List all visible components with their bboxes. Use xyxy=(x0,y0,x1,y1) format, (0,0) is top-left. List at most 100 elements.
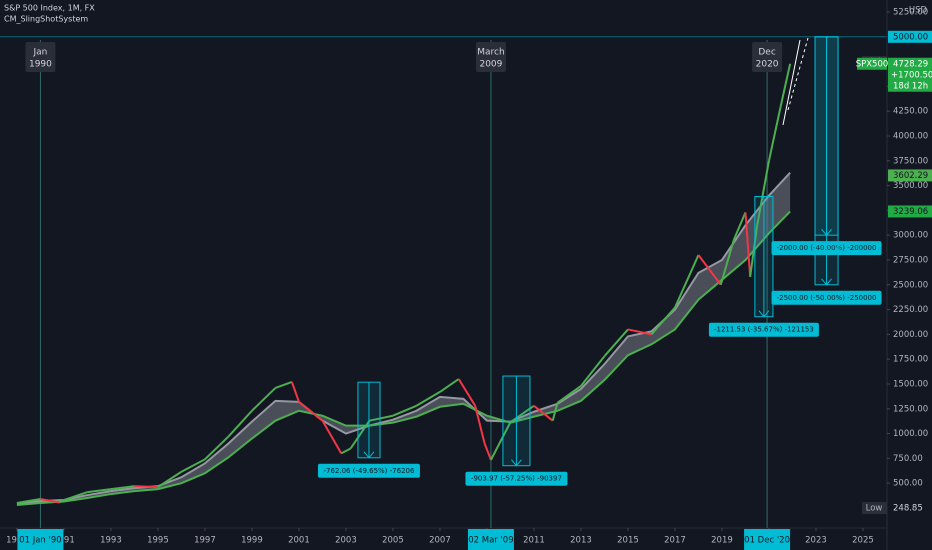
x-tick-label: 2017 xyxy=(664,536,686,546)
y-tick-label: 2500.00 xyxy=(893,280,928,290)
price-segment xyxy=(457,378,477,407)
price-segment xyxy=(415,391,441,407)
y-tick-label: 500.00 xyxy=(893,479,923,489)
price-segment xyxy=(719,239,735,286)
event-label-box xyxy=(475,42,506,72)
price-segment xyxy=(627,328,652,336)
price-segment xyxy=(321,420,343,454)
y-tick-label: 2250.00 xyxy=(893,305,928,315)
price-segment xyxy=(603,328,629,357)
y-tick-label: 4250.00 xyxy=(893,107,928,117)
y-tick-label: 1000.00 xyxy=(893,429,928,439)
chart-title: S&P 500 Index, 1M, FX xyxy=(4,4,95,13)
price-segment xyxy=(63,491,88,501)
price-segment xyxy=(533,405,554,422)
price-segment xyxy=(749,225,759,277)
y-tick-label: 2000.00 xyxy=(893,330,928,340)
low-value-tag-box xyxy=(862,502,887,515)
band-line xyxy=(16,210,791,506)
y-tick-label: 3500.00 xyxy=(893,181,928,191)
price-segment xyxy=(674,254,700,309)
measure-arrowhead xyxy=(821,278,832,286)
y-tick-label: 750.00 xyxy=(893,454,923,464)
x-tick-label: 2001 xyxy=(288,536,310,546)
trend-line-dashed xyxy=(787,37,809,111)
event-year: 2020 xyxy=(756,60,779,70)
price-segment xyxy=(439,378,460,393)
y-tick-label: 5250.00 xyxy=(893,8,928,18)
x-tick-label: 2007 xyxy=(429,536,451,546)
symbol: SPX500 xyxy=(856,59,889,69)
y-tick-label: 1750.00 xyxy=(893,355,928,365)
price-segment xyxy=(340,447,352,455)
event-label-box xyxy=(752,42,783,72)
price-segment xyxy=(157,470,182,488)
price-segment xyxy=(58,499,65,504)
price-segment xyxy=(40,498,60,504)
measure-label: -2500.00 (-50.00%) -250000 xyxy=(777,294,877,302)
x-tick-label: 1995 xyxy=(147,536,169,546)
trend-line xyxy=(782,39,801,126)
symbol-box xyxy=(857,57,887,70)
y-tick-label: 1500.00 xyxy=(893,379,928,389)
price-segment xyxy=(779,63,792,107)
level-label: 5000.00 xyxy=(893,32,928,42)
price-segment xyxy=(551,402,559,421)
level-label-box xyxy=(888,30,932,43)
last-countdown: 18d 12h xyxy=(893,81,928,91)
low-value: 248.85 xyxy=(893,504,923,514)
measure-arrowhead xyxy=(511,459,522,467)
low-value-box xyxy=(888,502,932,515)
x-tick-label: 2023 xyxy=(805,536,827,546)
event-year: 2009 xyxy=(479,60,502,70)
x-tick-label: 1989 xyxy=(6,536,28,546)
last-box xyxy=(888,57,932,92)
x-tick-label: 2015 xyxy=(617,536,639,546)
event-month: Jan xyxy=(32,48,47,58)
x-tick-label: 2025 xyxy=(852,536,874,546)
price-segment xyxy=(227,410,253,438)
price-segment xyxy=(134,485,158,489)
event-month: March xyxy=(477,48,504,58)
x-tick-label: 2003 xyxy=(335,536,357,546)
last-change: +1700.50% xyxy=(891,70,932,80)
measure-arrowhead xyxy=(758,310,770,318)
event-year: 1990 xyxy=(29,60,52,70)
price-segment xyxy=(275,381,293,389)
measure-label-box xyxy=(771,290,882,305)
measure-label: -1211.53 (-35.67%) -121153 xyxy=(714,326,814,334)
y-tick-label: 4000.00 xyxy=(893,131,928,141)
x-tick-label: 2019 xyxy=(711,536,733,546)
event-date: 01 Jan '90 xyxy=(19,536,61,546)
price-segment xyxy=(580,355,606,387)
y-tick-label: 2750.00 xyxy=(893,255,928,265)
price-segment xyxy=(483,443,492,461)
price-segment xyxy=(556,385,582,404)
band-fill xyxy=(16,172,791,505)
fast-last-box xyxy=(888,169,932,182)
price-segment xyxy=(369,414,394,422)
x-tick-label: 2011 xyxy=(523,536,545,546)
price-segment xyxy=(756,160,770,226)
y-tick-label: 3000.00 xyxy=(893,231,928,241)
price-segment xyxy=(204,435,230,461)
event-label-box xyxy=(25,42,56,72)
x-tick-label: 1999 xyxy=(241,536,263,546)
event-date-box xyxy=(467,529,514,550)
fast-last: 3602.29 xyxy=(893,171,928,181)
price-segment xyxy=(16,498,41,504)
last-value: 4728.29 xyxy=(893,59,928,69)
measure-label-box xyxy=(708,322,819,337)
measure-arrowhead xyxy=(363,451,375,459)
price-segment xyxy=(298,401,324,422)
x-tick-label: 1993 xyxy=(100,536,122,546)
price-segment xyxy=(180,458,206,473)
indicator-name: CM_SlingShotSystem xyxy=(4,15,88,24)
price-segment xyxy=(490,421,512,461)
price-segment xyxy=(744,212,752,277)
price-segment xyxy=(87,488,112,494)
price-segment xyxy=(767,106,782,162)
event-date: 01 Dec '20 xyxy=(744,536,790,546)
